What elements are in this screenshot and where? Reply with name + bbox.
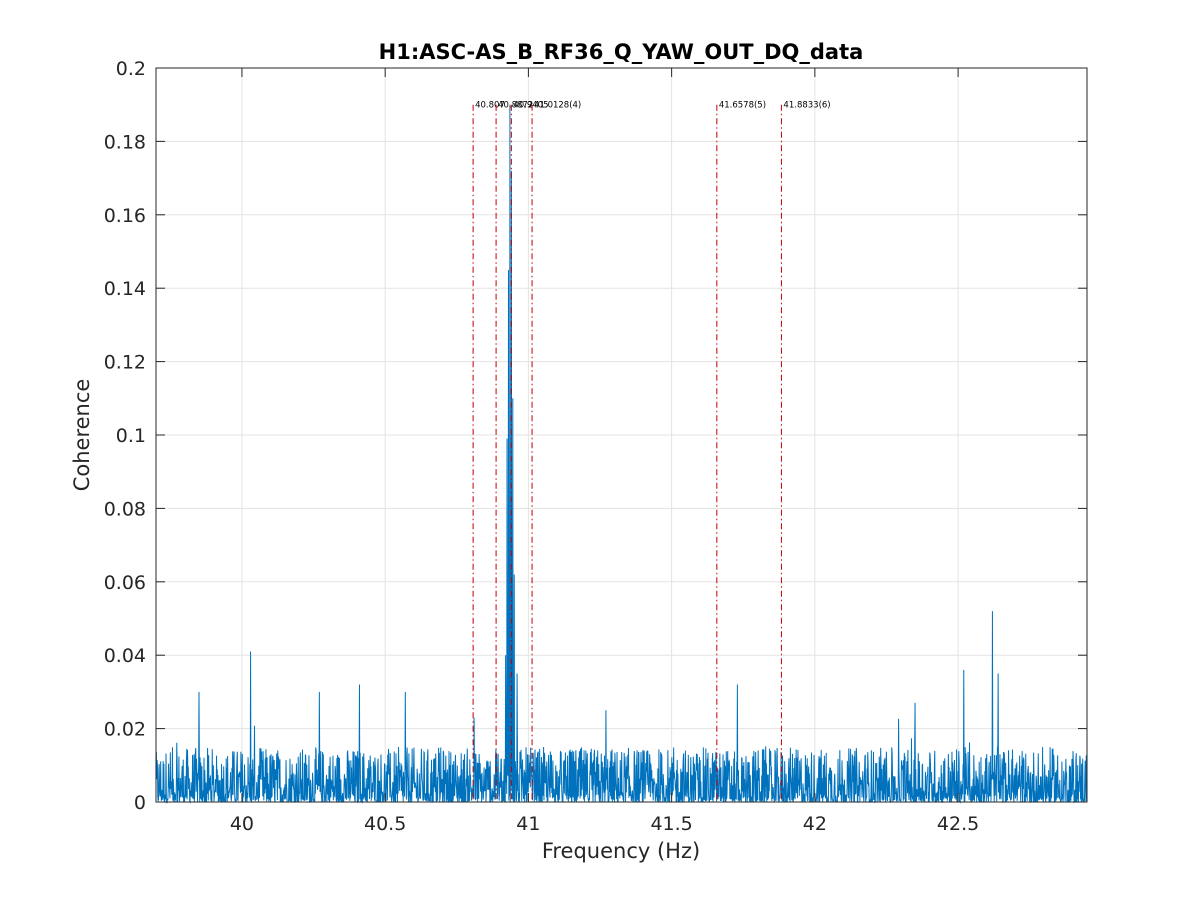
y-tick-label: 0.08 (104, 498, 146, 520)
y-axis-ticks: 0 0.02 0.04 0.06 0.08 0.1 0.12 0.14 0.16 0.18 0.2 (104, 58, 1087, 814)
x-axis-label: Frequency (Hz) (542, 839, 700, 863)
y-tick-label: 0.12 (104, 352, 146, 374)
y-tick-label: 0 (134, 792, 146, 814)
marker-label: 41.8833(6) (783, 101, 830, 111)
x-tick-label: 42 (803, 813, 827, 835)
x-tick-label: 40.5 (364, 813, 406, 835)
y-tick-label: 0.16 (104, 205, 146, 227)
y-tick-label: 0.18 (104, 131, 146, 153)
chart-title: H1:ASC-AS_B_RF36_Q_YAW_OUT_DQ_data (379, 40, 864, 64)
y-tick-label: 0.04 (104, 645, 146, 667)
y-tick-label: 0.14 (104, 278, 146, 300)
y-axis-label: Coherence (70, 379, 94, 492)
y-tick-label: 0.2 (116, 58, 146, 80)
marker-label: 41.0128(4) (534, 101, 581, 111)
x-tick-label: 41 (516, 813, 540, 835)
x-axis-ticks: 40 40.5 41 41.5 42 42.5 (230, 68, 979, 835)
x-tick-label: 40 (230, 813, 254, 835)
marker-label: 40.9405 (513, 101, 548, 111)
x-tick-label: 41.5 (650, 813, 692, 835)
marker-label: 41.6578(5) (719, 101, 766, 111)
y-tick-label: 0.1 (116, 425, 146, 447)
marker-label: 40.807 (475, 101, 505, 111)
grid-lines (156, 67, 1087, 803)
y-tick-label: 0.02 (104, 719, 146, 741)
x-tick-label: 42.5 (937, 813, 979, 835)
marker-label: 40.8872 (498, 101, 533, 111)
y-tick-label: 0.06 (104, 572, 146, 594)
